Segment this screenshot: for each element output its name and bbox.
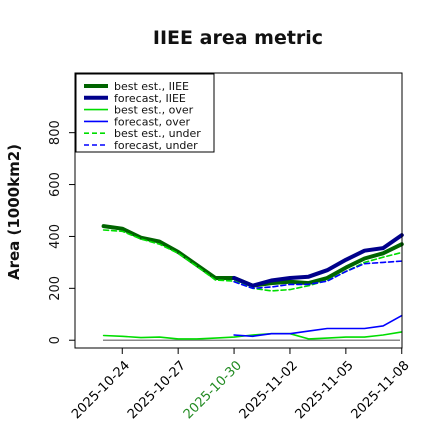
legend-label-4: best est., under [114, 127, 201, 140]
y-tick-label: 200 [48, 276, 63, 301]
y-tick-label: 600 [48, 172, 63, 197]
legend-label-2: best est., over [114, 104, 194, 117]
legend-label-5: forecast, under [114, 139, 198, 152]
legend-label-3: forecast, over [114, 115, 190, 128]
x-tick-label: 2025-11-02 [237, 358, 301, 422]
y-tick-label: 800 [48, 120, 63, 145]
x-tick-label: 2025-11-08 [349, 358, 413, 422]
legend-label-1: forecast, IIEE [114, 92, 186, 105]
x-tick-label: 2025-11-05 [293, 358, 357, 422]
chart-title: IIEE area metric [153, 27, 323, 49]
y-tick-label: 0 [48, 336, 63, 344]
series-line-5 [233, 260, 403, 290]
y-tick-label: 400 [48, 224, 63, 249]
series-line-1 [232, 233, 404, 288]
x-tick-label: 2025-10-30 [181, 358, 245, 422]
x-tick-label: 2025-10-27 [125, 358, 189, 422]
x-tick-label: 2025-10-24 [69, 358, 133, 422]
series-line-2 [102, 331, 403, 340]
legend-label-0: best est., IIEE [114, 80, 189, 93]
y-axis-label: Area (1000km2) [5, 144, 23, 280]
plot-area [101, 224, 404, 341]
plot-frame [74, 72, 403, 349]
series-line-3 [233, 314, 403, 338]
axes: 0 200 400 600 800 2025-10-242025-10-272025-10… [48, 120, 413, 422]
